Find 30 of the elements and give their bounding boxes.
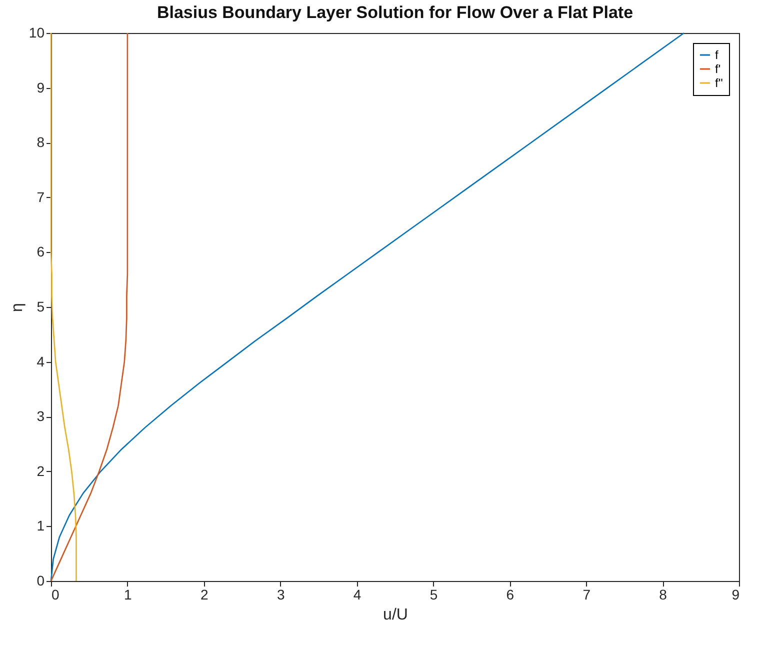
x-axis-title: u/U — [383, 606, 408, 624]
y-tick-label: 9 — [36, 79, 45, 96]
x-tick-label: 2 — [200, 586, 208, 602]
x-tick-label: 4 — [353, 586, 362, 602]
y-tick-label: 6 — [36, 244, 45, 260]
y-tick-label: 0 — [36, 572, 45, 588]
x-tick-label: 0 — [52, 586, 60, 602]
y-axis-title: η — [8, 303, 26, 312]
x-tick-label: 6 — [506, 586, 514, 602]
x-tick-label: 8 — [659, 586, 668, 602]
line-series — [50, 32, 77, 582]
x-tick-label: 1 — [124, 586, 132, 602]
line-series — [50, 32, 128, 582]
x-tick-label: 9 — [732, 586, 740, 602]
y-tick-label: 10 — [28, 24, 45, 40]
legend-label: f' — [715, 62, 721, 76]
y-tick-label: 7 — [36, 188, 45, 205]
y-tick-label: 5 — [36, 298, 45, 314]
y-tick-label: 2 — [36, 462, 45, 479]
x-tick-label: 7 — [582, 586, 591, 602]
y-tick-label: 4 — [36, 353, 45, 370]
y-tick-label: 3 — [36, 408, 45, 424]
chart-title: Blasius Boundary Layer Solution for Flow Over a Flat Plate — [156, 3, 634, 22]
legend-label: f'' — [715, 76, 723, 90]
legend-label: f — [715, 48, 719, 62]
x-tick-label: 5 — [430, 586, 438, 602]
y-tick-label: 8 — [36, 134, 45, 150]
line-series — [50, 32, 685, 582]
x-tick-label: 3 — [276, 586, 285, 602]
y-tick-label: 1 — [36, 518, 45, 534]
